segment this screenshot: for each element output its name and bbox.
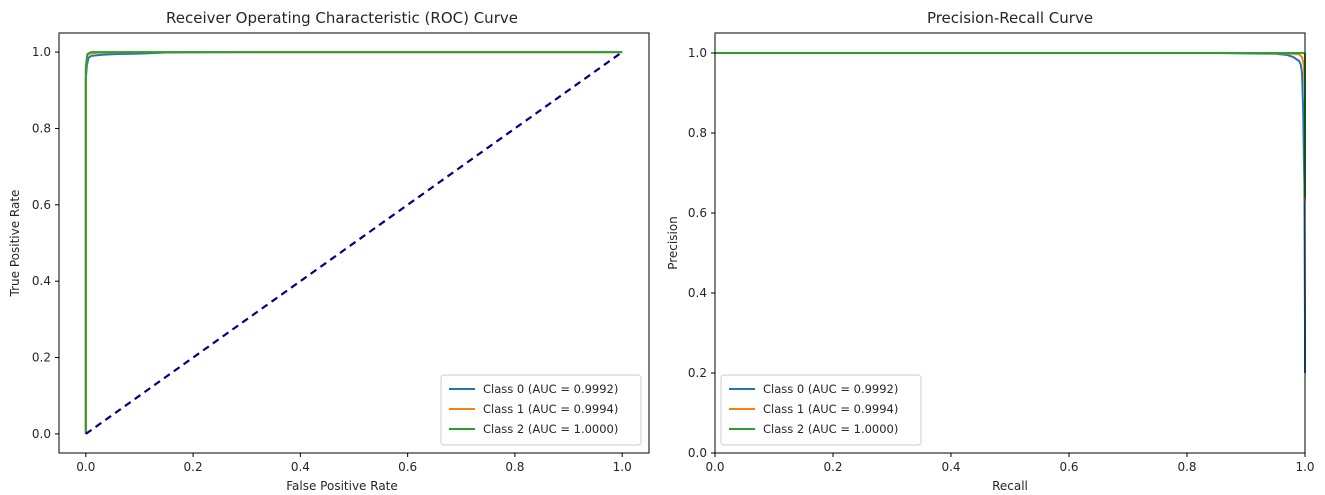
- roc-ytick-label: 0.4: [32, 274, 51, 288]
- pr-xtick-label: 0.0: [705, 460, 724, 474]
- roc-xtick-label: 0.8: [505, 460, 524, 474]
- roc-ylabel: True Positive Rate: [8, 190, 22, 298]
- roc-xlabel: False Positive Rate: [286, 479, 398, 493]
- roc-legend-label: Class 0 (AUC = 0.9992): [483, 382, 618, 396]
- pr-legend-box: [720, 374, 922, 446]
- roc-ytick-label: 0.0: [32, 427, 51, 441]
- pr-legend-label: Class 0 (AUC = 0.9992): [763, 382, 898, 396]
- roc-series-line-class-2: [84, 51, 623, 434]
- pr-panel: Precision-Recall Curve Recall Precision …: [666, 9, 1315, 493]
- pr-curve-group: [715, 52, 1306, 373]
- pr-xtick-label: 0.6: [1059, 460, 1078, 474]
- roc-xtick-label: 1.0: [613, 460, 632, 474]
- pr-ylabel: Precision: [666, 216, 680, 270]
- pr-title: Precision-Recall Curve: [927, 9, 1093, 27]
- pr-ytick-label: 0.8: [688, 126, 707, 140]
- pr-legend: Class 0 (AUC = 0.9992) Class 1 (AUC = 0.9…: [720, 374, 922, 446]
- roc-legend-label: Class 2 (AUC = 1.0000): [483, 422, 618, 436]
- roc-xtick-label: 0.4: [291, 460, 310, 474]
- pr-legend-label: Class 2 (AUC = 1.0000): [763, 422, 898, 436]
- roc-axes-frame: [58, 32, 650, 454]
- roc-tick-group: 0.0 0.2 0.4 0.6 0.8 1.0 0.0 0.2 0.4 0.6 0.8 1.0: [32, 45, 632, 474]
- roc-legend-box: [440, 374, 642, 446]
- roc-ytick-label: 1.0: [32, 45, 51, 59]
- pr-xtick-label: 1.0: [1295, 460, 1314, 474]
- pr-xtick-label: 0.4: [941, 460, 960, 474]
- roc-ytick-label: 0.2: [32, 351, 51, 365]
- pr-ytick-label: 0.2: [688, 366, 707, 380]
- pr-series-line-class-2: [715, 52, 1306, 197]
- pr-xlabel: Recall: [992, 479, 1028, 493]
- pr-xtick-label: 0.8: [1177, 460, 1196, 474]
- pr-ytick-label: 1.0: [688, 46, 707, 60]
- roc-ytick-label: 0.8: [32, 121, 51, 135]
- roc-curve-group: [84, 51, 623, 435]
- pr-legend-label: Class 1 (AUC = 0.9994): [763, 402, 898, 416]
- pr-tick-group: 0.0 0.2 0.4 0.6 0.8 1.0 0.0 0.2 0.4 0.6 0.8 1.0: [688, 46, 1315, 474]
- roc-diagonal-reference-line: [85, 51, 623, 435]
- roc-legend-label: Class 1 (AUC = 0.9994): [483, 402, 618, 416]
- roc-legend: Class 0 (AUC = 0.9992) Class 1 (AUC = 0.9…: [440, 374, 642, 446]
- roc-xtick-label: 0.0: [76, 460, 95, 474]
- roc-ytick-label: 0.6: [32, 198, 51, 212]
- pr-series-line-class-1: [715, 52, 1306, 201]
- pr-xtick-label: 0.2: [823, 460, 842, 474]
- roc-panel: Receiver Operating Characteristic (ROC) …: [8, 9, 650, 493]
- roc-title: Receiver Operating Characteristic (ROC) …: [166, 9, 518, 27]
- pr-ytick-label: 0.4: [688, 286, 707, 300]
- pr-axes-frame: [714, 32, 1306, 454]
- pr-series-line-class-0: [715, 52, 1306, 373]
- roc-xtick-label: 0.2: [184, 460, 203, 474]
- roc-xtick-label: 0.6: [398, 460, 417, 474]
- pr-ytick-label: 0.0: [688, 446, 707, 460]
- pr-ytick-label: 0.6: [688, 206, 707, 220]
